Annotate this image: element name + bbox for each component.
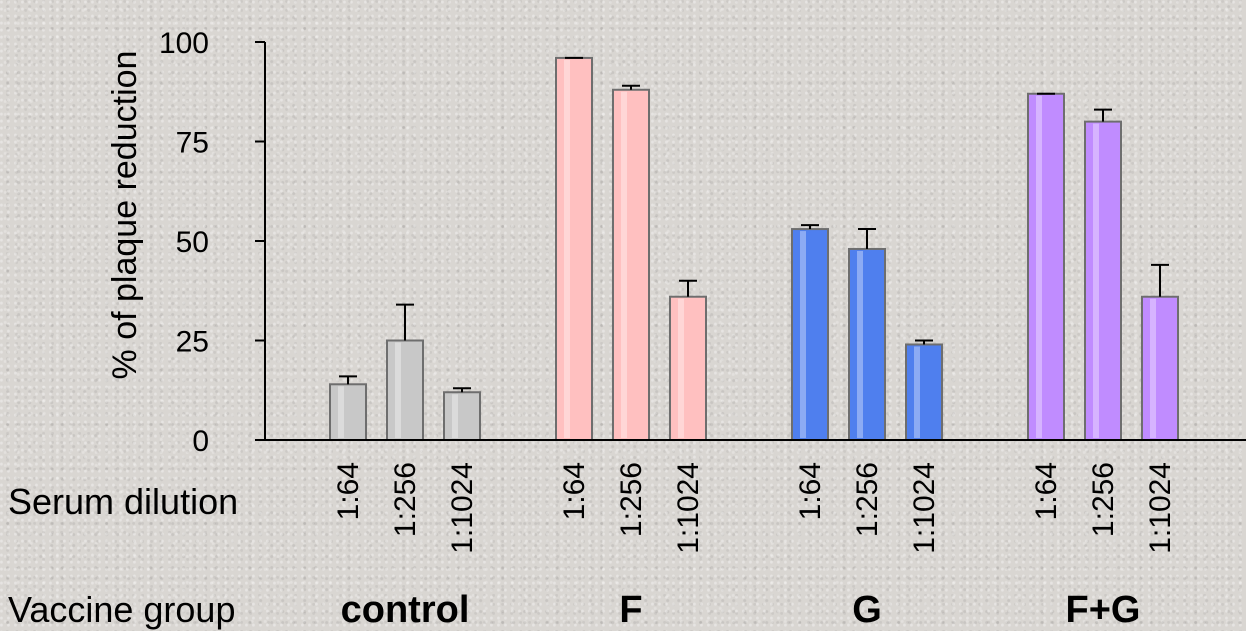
bar-highlight <box>1036 95 1042 439</box>
dilution-label: 1:256 <box>389 462 422 537</box>
dilution-label: 1:256 <box>1087 462 1120 537</box>
y-tick-label: 25 <box>176 326 209 359</box>
dilution-label: 1:256 <box>615 462 648 537</box>
error-bars <box>339 56 1169 393</box>
bar-f-1-64 <box>555 56 593 441</box>
y-axis: 0 25 50 75 100 <box>159 27 266 458</box>
dilution-label: 1:1024 <box>446 462 479 554</box>
y-tick-label: 0 <box>192 425 209 458</box>
bar-g-1-1024 <box>905 343 943 442</box>
group-labels: control F G F+G <box>341 589 1141 631</box>
dilution-label: 1:256 <box>851 462 884 537</box>
dilution-label: 1:1024 <box>1144 462 1177 554</box>
bar-fplusg-1-1024 <box>1141 295 1179 441</box>
bar-highlight <box>452 394 458 438</box>
group-label-g: G <box>852 589 882 631</box>
dilution-label: 1:64 <box>332 462 365 520</box>
bar-highlight <box>914 346 920 438</box>
group-label-control: control <box>341 589 470 631</box>
bar-control-1-1024 <box>443 391 481 441</box>
dilution-label: 1:1024 <box>908 462 941 554</box>
dilution-label: 1:64 <box>558 462 591 520</box>
group-label-fplusg: F+G <box>1066 589 1141 631</box>
y-tick-label: 50 <box>176 226 209 259</box>
bar-highlight <box>1093 123 1099 438</box>
dilution-labels: 1:64 1:256 1:1024 1:64 1:256 1:1024 1:64 1:256 1… <box>332 462 1177 554</box>
bar-highlight <box>678 298 684 438</box>
vaccine-group-row-label: Vaccine group <box>8 589 235 630</box>
bar-control-1-256 <box>386 339 424 441</box>
dilution-label: 1:1024 <box>672 462 705 554</box>
y-axis-label: % of plaque reduction <box>106 51 144 380</box>
dilution-label: 1:64 <box>1030 462 1063 520</box>
bar-control-1-64 <box>329 383 367 441</box>
serum-dilution-row-label: Serum dilution <box>8 481 238 522</box>
bar-highlight <box>338 386 344 438</box>
y-tick-label: 75 <box>176 127 209 160</box>
bar-fplusg-1-64 <box>1027 92 1065 442</box>
group-label-f: F <box>619 589 642 631</box>
dilution-label: 1:64 <box>794 462 827 520</box>
bar-highlight <box>1150 298 1156 438</box>
bar-fplusg-1-256 <box>1084 120 1122 441</box>
bar-f-1-256 <box>612 88 650 441</box>
bar-g-1-64 <box>791 228 829 441</box>
bar-highlight <box>857 250 863 438</box>
bars <box>329 56 1179 442</box>
bar-highlight <box>395 342 401 438</box>
bar-highlight <box>564 59 570 439</box>
bar-f-1-1024 <box>669 295 707 441</box>
y-tick-label: 100 <box>159 27 209 60</box>
bar-g-1-256 <box>848 247 886 441</box>
bar-highlight <box>621 91 627 438</box>
bar-highlight <box>800 231 806 438</box>
